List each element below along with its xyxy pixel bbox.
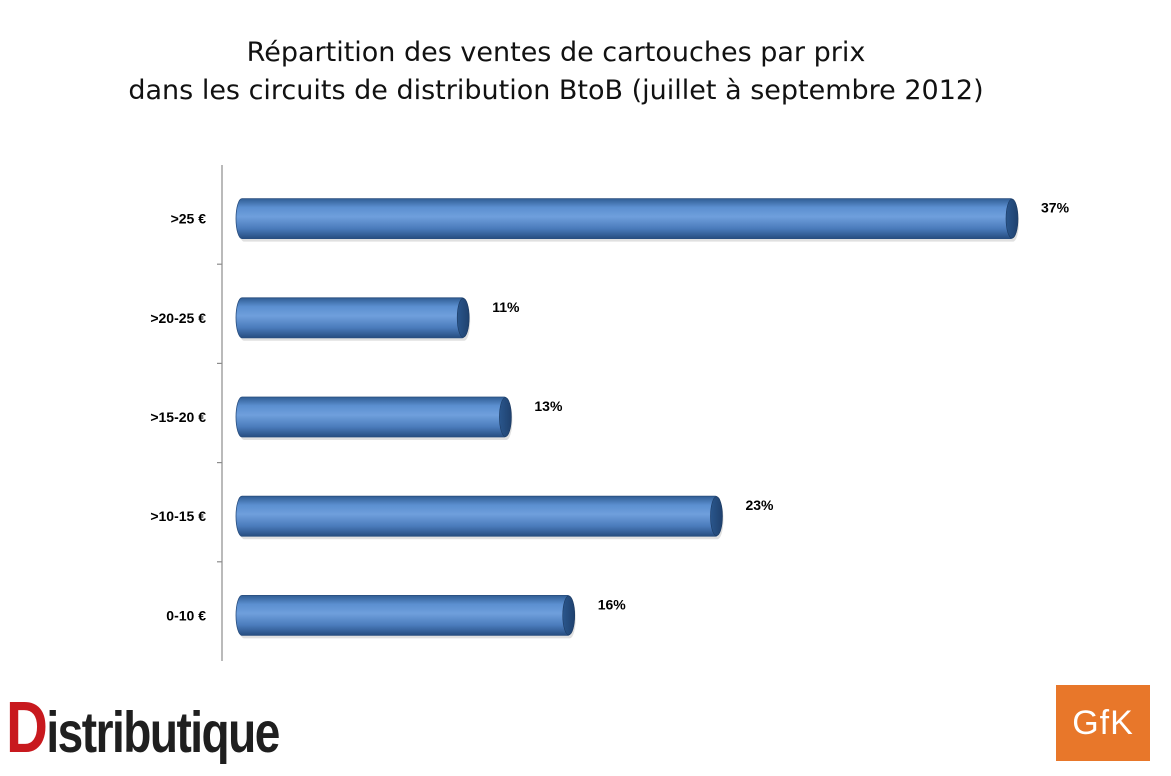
bar-chart: >25 € 37% >20-25 € 11% >15-20 € 13% >10-15 € 23… bbox=[150, 165, 1070, 661]
y-tick-label: >20-25 € bbox=[150, 310, 206, 326]
data-label: 37% bbox=[1041, 200, 1070, 216]
bar-end-cap bbox=[456, 297, 470, 338]
y-tick-label: 0-10 € bbox=[166, 607, 206, 623]
bar-end-cap bbox=[710, 496, 723, 537]
y-tick-label: >10-15 € bbox=[150, 508, 206, 524]
data-label: 13% bbox=[534, 398, 563, 414]
bar-10-15 bbox=[235, 495, 724, 540]
bar-body bbox=[235, 495, 722, 537]
y-axis-ticks bbox=[217, 263, 222, 563]
bar-0-10 bbox=[235, 595, 576, 639]
chart-title-line-2: dans les circuits de distribution BtoB (… bbox=[128, 75, 984, 106]
gfk-logo-text: GfK bbox=[1072, 703, 1134, 742]
bar-15-20 bbox=[235, 396, 513, 440]
bar-25 bbox=[235, 198, 1019, 242]
bar-body bbox=[235, 198, 1018, 240]
bar-end-cap bbox=[499, 397, 512, 437]
distributique-logo-first-letter: D bbox=[6, 686, 48, 768]
distributique-logo-rest: istributique bbox=[46, 699, 280, 765]
chart-title: Répartition des ventes de cartouches par… bbox=[0, 34, 1112, 110]
y-tick-label: >15-20 € bbox=[150, 409, 206, 425]
bars: >25 € 37% >20-25 € 11% >15-20 € 13% >10-15 € 23… bbox=[150, 198, 1070, 639]
chart-title-line-1: Répartition des ventes de cartouches par… bbox=[246, 37, 866, 68]
bar-body bbox=[235, 396, 511, 438]
data-label: 23% bbox=[745, 497, 774, 513]
distributique-logo: Distributique bbox=[6, 684, 280, 772]
bar-20-25 bbox=[235, 297, 471, 341]
y-tick-label: >25 € bbox=[171, 211, 207, 227]
data-label: 11% bbox=[492, 299, 520, 315]
bar-body bbox=[235, 595, 575, 636]
bar-end-cap bbox=[562, 595, 576, 636]
bar-body bbox=[235, 297, 469, 339]
data-label: 16% bbox=[598, 596, 627, 612]
gfk-logo: GfK bbox=[1056, 685, 1150, 761]
bar-end-cap bbox=[1005, 198, 1019, 239]
